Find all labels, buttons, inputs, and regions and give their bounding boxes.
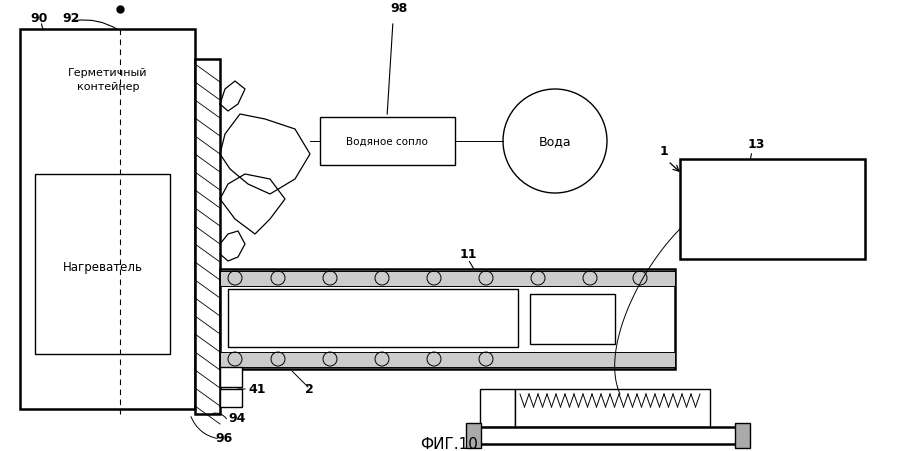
Text: Водяное сопло: Водяное сопло [346,137,428,147]
Bar [220,269,675,369]
Text: Герметичный
контейнер: Герметичный контейнер [68,68,148,92]
Bar [228,290,518,347]
Text: 92: 92 [62,12,79,25]
Text: 2: 2 [305,382,313,395]
Bar [20,30,195,409]
Bar [35,175,170,354]
Bar [220,367,242,387]
Text: 41: 41 [248,382,266,395]
Bar [470,427,740,444]
Bar [515,389,710,427]
Bar [530,295,615,344]
Text: Нагреватель: Нагреватель [63,261,143,274]
Bar [220,272,675,286]
Text: 96: 96 [215,431,233,444]
Bar [220,389,242,407]
Bar [735,423,750,448]
Bar [680,160,865,259]
Text: 11: 11 [460,248,478,260]
Text: ФИГ.10: ФИГ.10 [420,437,478,451]
Text: Вода: Вода [539,135,571,148]
Text: 94: 94 [228,411,245,424]
Text: 90: 90 [30,12,48,25]
Text: 13: 13 [748,138,765,151]
Bar [195,60,220,414]
Bar [220,352,675,367]
Bar [480,389,515,427]
Bar [466,423,481,448]
Text: 98: 98 [390,2,408,15]
Text: 1: 1 [660,145,669,158]
Bar [320,118,455,166]
